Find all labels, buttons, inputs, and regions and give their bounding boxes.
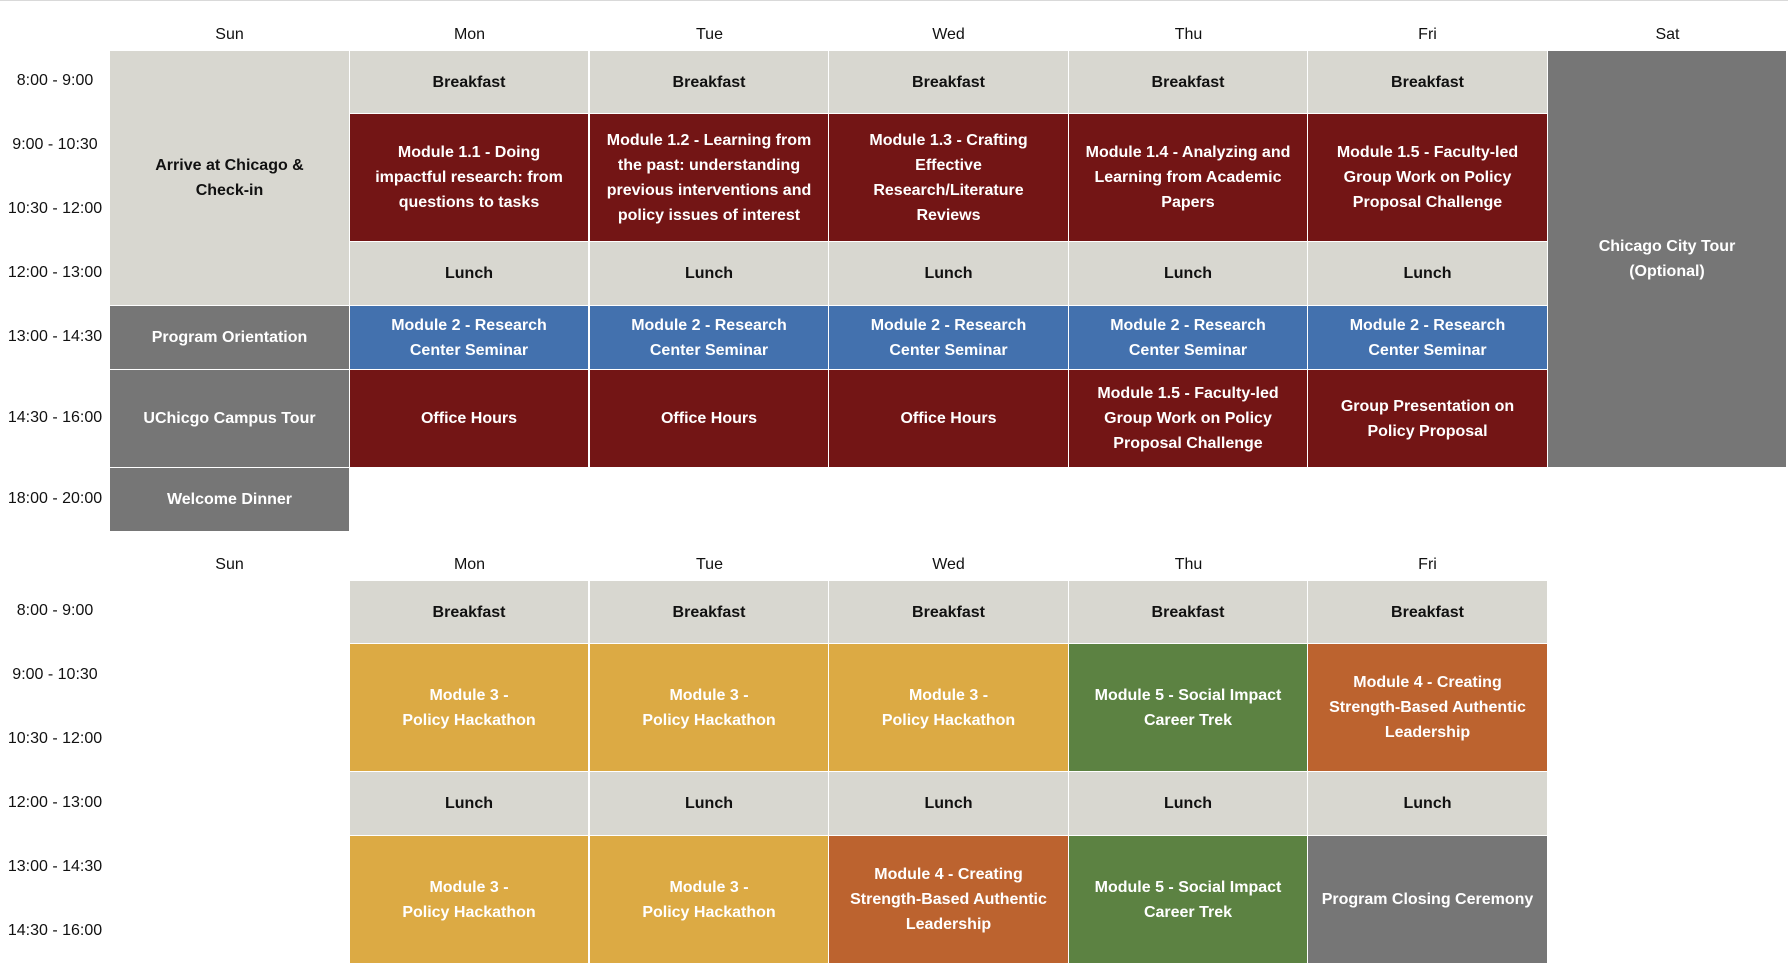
week1-time-label: 10:30 - 12:00 [7, 200, 103, 217]
week2-afternoon-cell: Module 5 - Social Impact Career Trek [1069, 836, 1307, 963]
week1-time-label: 9:00 - 10:30 [12, 136, 98, 153]
week2-day-fri: Fri [1418, 556, 1437, 573]
week2-time-label: 13:00 - 14:30 [7, 858, 103, 875]
week2-lunch-cell: Lunch [590, 772, 828, 835]
week1-lunch-cell: Lunch [829, 242, 1068, 305]
week2-morning-module-cell: Module 3 - Policy Hackathon [590, 644, 828, 771]
week2-time-label: 12:00 - 13:00 [7, 794, 103, 811]
week1-morning-module-cell: Module 1.4 - Analyzing and Learning from… [1069, 114, 1307, 241]
week1-breakfast-cell: Breakfast [590, 51, 828, 113]
week1-time-label: 18:00 - 20:00 [7, 490, 103, 507]
week2-afternoon-cell: Module 4 - Creating Strength-Based Authe… [829, 836, 1068, 963]
week1-day-sat: Sat [1655, 26, 1680, 43]
week2-day-mon: Mon [453, 556, 486, 573]
week1-time-label: 12:00 - 13:00 [7, 264, 103, 281]
week2-afternoon-cell: Program Closing Ceremony [1308, 836, 1547, 963]
week2-day-sun: Sun [215, 556, 244, 573]
week2-breakfast-cell: Breakfast [590, 581, 828, 643]
week1-morning-module-cell: Module 1.1 - Doing impactful research: f… [350, 114, 588, 241]
week2-afternoon-cell: Module 3 - Policy Hackathon [350, 836, 588, 963]
week2-day-thu: Thu [1174, 556, 1203, 573]
week1-seminar-cell: Module 2 - Research Center Seminar [350, 306, 588, 369]
week2-breakfast-cell: Breakfast [829, 581, 1068, 643]
week1-day-mon: Mon [453, 26, 486, 43]
week2-lunch-cell: Lunch [350, 772, 588, 835]
week1-breakfast-cell: Breakfast [1069, 51, 1307, 113]
week2-morning-module-cell: Module 4 - Creating Strength-Based Authe… [1308, 644, 1547, 771]
week1-afternoon-cell: Office Hours [350, 370, 588, 467]
week2-day-tue: Tue [696, 556, 723, 573]
week1-day-tue: Tue [696, 26, 723, 43]
week1-lunch-cell: Lunch [1308, 242, 1547, 305]
week1-day-fri: Fri [1418, 26, 1437, 43]
week1-time-label: 13:00 - 14:30 [7, 328, 103, 345]
week2-breakfast-cell: Breakfast [1069, 581, 1307, 643]
week2-time-label: 10:30 - 12:00 [7, 730, 103, 747]
week2-breakfast-cell: Breakfast [350, 581, 588, 643]
week1-seminar-cell: Module 2 - Research Center Seminar [1308, 306, 1547, 369]
week2-morning-module-cell: Module 3 - Policy Hackathon [829, 644, 1068, 771]
week1-day-wed: Wed [932, 26, 965, 43]
top-divider [0, 0, 1788, 1]
week2-lunch-cell: Lunch [829, 772, 1068, 835]
week1-breakfast-cell: Breakfast [1308, 51, 1547, 113]
week1-day-sun: Sun [215, 26, 244, 43]
week2-afternoon-cell: Module 3 - Policy Hackathon [590, 836, 828, 963]
week2-breakfast-cell: Breakfast [1308, 581, 1547, 643]
week1-afternoon-cell: Module 1.5 - Faculty-led Group Work on P… [1069, 370, 1307, 467]
week2-time-label: 14:30 - 16:00 [7, 922, 103, 939]
week1-sun-tour-cell: UChicgo Campus Tour [110, 370, 349, 467]
week1-sun-orientation-cell: Program Orientation [110, 306, 349, 369]
week1-sun-arrive-cell: Arrive at Chicago & Check-in [110, 51, 349, 305]
week1-morning-module-cell: Module 1.3 - Crafting Effective Research… [829, 114, 1068, 241]
week1-day-thu: Thu [1174, 26, 1203, 43]
week1-lunch-cell: Lunch [1069, 242, 1307, 305]
week1-morning-module-cell: Module 1.2 - Learning from the past: und… [590, 114, 828, 241]
week2-morning-module-cell: Module 3 - Policy Hackathon [350, 644, 588, 771]
week1-breakfast-cell: Breakfast [829, 51, 1068, 113]
week1-lunch-cell: Lunch [350, 242, 588, 305]
week1-breakfast-cell: Breakfast [350, 51, 588, 113]
week2-time-label: 9:00 - 10:30 [12, 666, 98, 683]
week2-lunch-cell: Lunch [1308, 772, 1547, 835]
week1-sun-dinner-cell: Welcome Dinner [110, 468, 349, 531]
week1-morning-module-cell: Module 1.5 - Faculty-led Group Work on P… [1308, 114, 1547, 241]
week2-morning-module-cell: Module 5 - Social Impact Career Trek [1069, 644, 1307, 771]
week1-lunch-cell: Lunch [590, 242, 828, 305]
week2-day-wed: Wed [932, 556, 965, 573]
week2-time-label: 8:00 - 9:00 [16, 602, 94, 619]
week1-seminar-cell: Module 2 - Research Center Seminar [1069, 306, 1307, 369]
week1-afternoon-cell: Group Presentation on Policy Proposal [1308, 370, 1547, 467]
week1-sat-city-tour-cell: Chicago City Tour (Optional) [1548, 51, 1786, 467]
week1-seminar-cell: Module 2 - Research Center Seminar [590, 306, 828, 369]
week1-time-label: 14:30 - 16:00 [7, 409, 103, 426]
week2-lunch-cell: Lunch [1069, 772, 1307, 835]
week1-time-label: 8:00 - 9:00 [16, 72, 94, 89]
week1-afternoon-cell: Office Hours [829, 370, 1068, 467]
week1-afternoon-cell: Office Hours [590, 370, 828, 467]
week1-seminar-cell: Module 2 - Research Center Seminar [829, 306, 1068, 369]
